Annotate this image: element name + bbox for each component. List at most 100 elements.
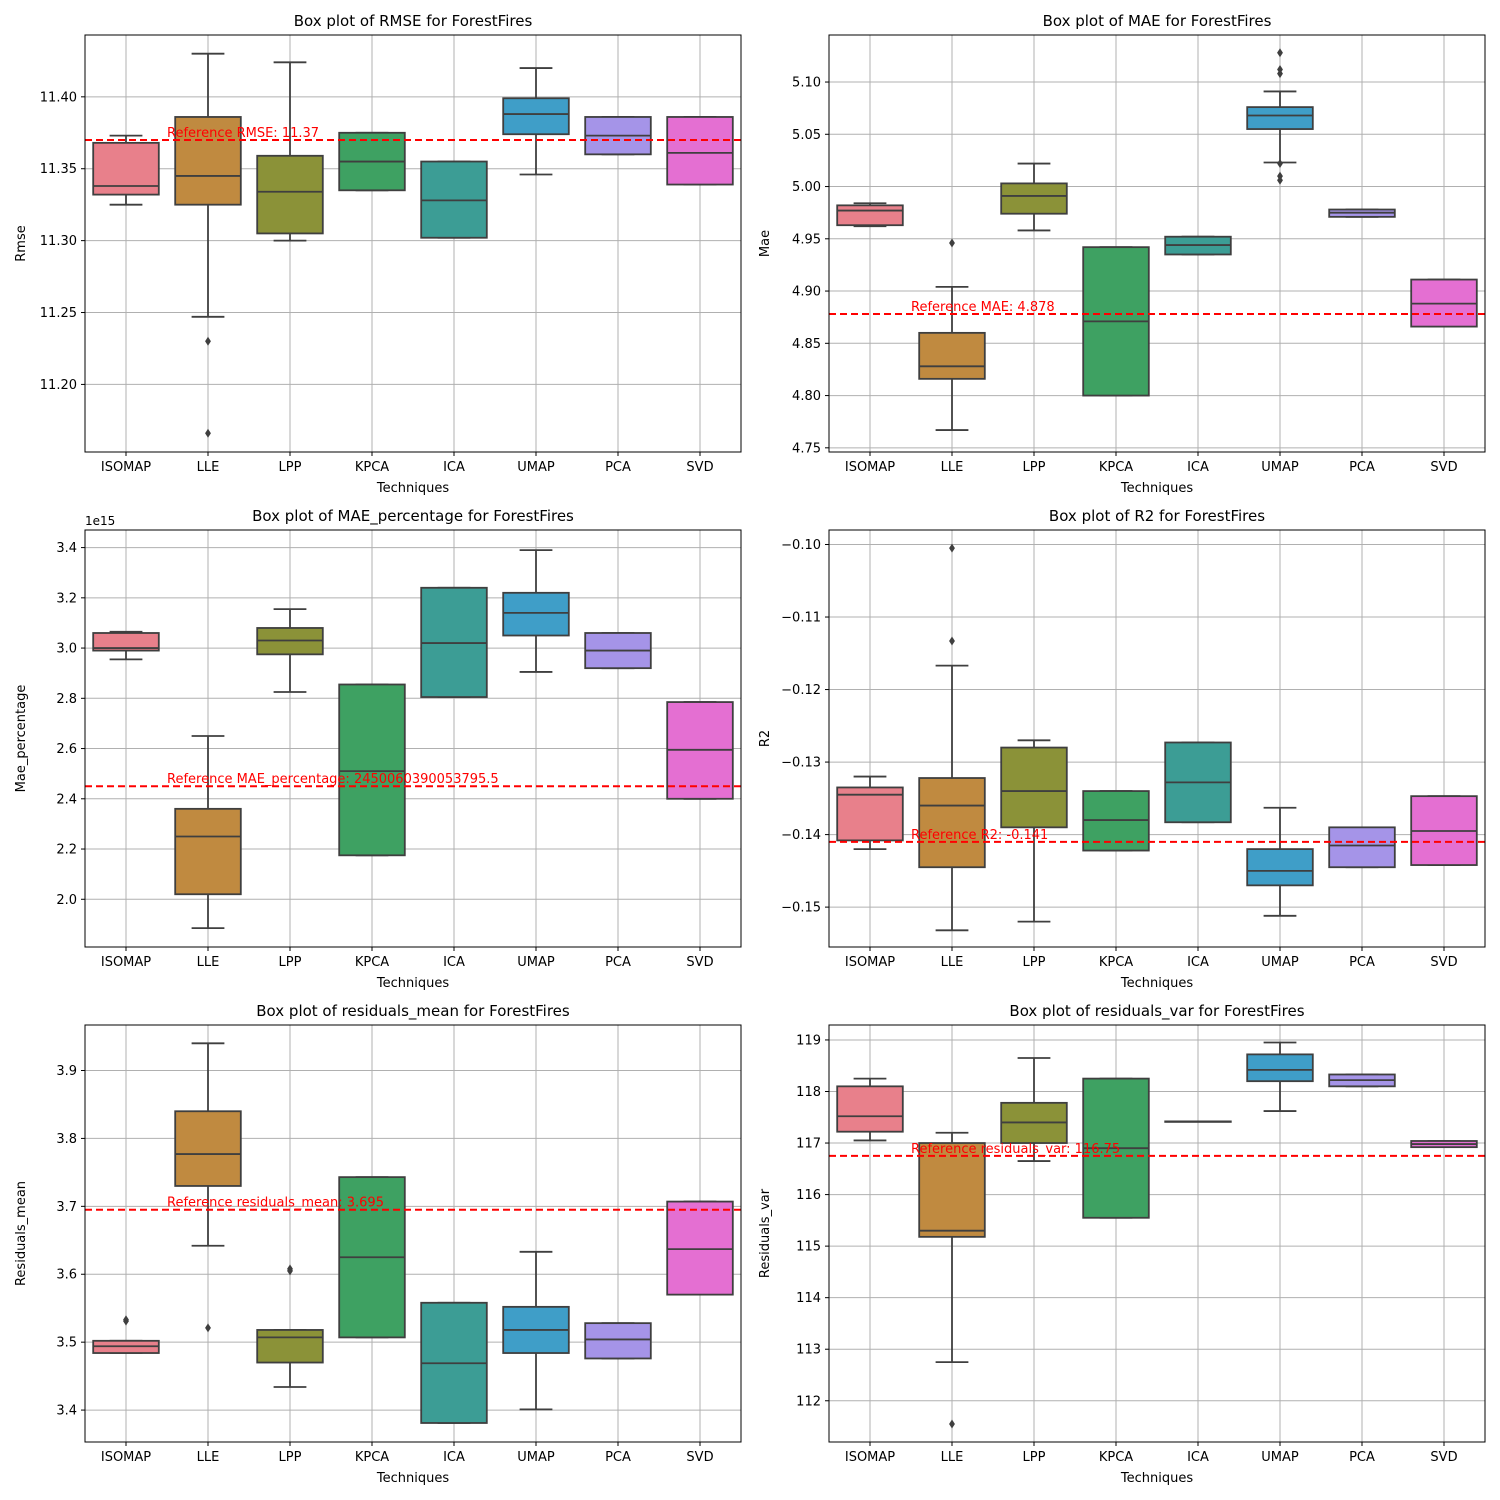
axes-frame: [84, 1024, 742, 1443]
y-axis-label: R2: [758, 730, 773, 747]
y-tick-label: 114: [796, 1291, 821, 1306]
x-tick-label: UMAP: [1261, 1450, 1299, 1465]
x-tick-label: UMAP: [1261, 460, 1299, 475]
box-body: [502, 97, 570, 136]
y-axis-label: Residuals_mean: [14, 1181, 29, 1286]
x-tick-label: LPP: [1023, 1450, 1046, 1465]
box-pca: [1328, 826, 1396, 869]
axes-frame: [828, 1024, 1486, 1443]
x-tick-label: PCA: [605, 1450, 631, 1465]
box-lpp: [1000, 162, 1068, 232]
axes-frame: [828, 34, 1486, 453]
y-tick-label: −0.14: [781, 828, 821, 843]
grid: [85, 1025, 741, 1442]
box-ica: [1164, 1120, 1232, 1123]
reference-label: Reference RMSE: 11.37: [167, 126, 319, 141]
y-tick-label: −0.15: [781, 901, 821, 916]
box-body: [918, 331, 986, 380]
y-tick-label: 2.2: [56, 843, 77, 858]
box-body: [1246, 106, 1314, 130]
box-ica: [420, 160, 488, 239]
y-tick-label: 2.6: [56, 742, 77, 757]
x-tick-label: LPP: [279, 955, 302, 970]
x-tick-label: UMAP: [1261, 955, 1299, 970]
box-umap: [502, 1250, 570, 1411]
box-body: [338, 683, 406, 857]
axis-offset-label: 1e15: [85, 514, 115, 528]
y-tick-label: 11.40: [40, 90, 77, 105]
box-pca: [1328, 1073, 1396, 1088]
x-tick-label: LLE: [197, 460, 220, 475]
y-tick-label: 5.00: [792, 180, 821, 195]
box-body: [256, 1329, 324, 1364]
x-tick-label: KPCA: [1099, 955, 1133, 970]
chart-title: Box plot of residuals_var for ForestFire…: [1009, 1002, 1304, 1021]
y-tick-label: 3.0: [56, 642, 77, 657]
x-axis-label: Techniques: [1120, 481, 1193, 496]
boxes: [92, 549, 734, 930]
y-tick-label: 11.35: [40, 162, 77, 177]
y-tick-label: 118: [796, 1085, 821, 1100]
outlier-point: [949, 543, 955, 553]
y-tick-label: 119: [796, 1033, 821, 1048]
reference-label: Reference MAE_percentage: 24500603900537…: [167, 772, 499, 787]
box-body: [666, 1200, 734, 1296]
y-tick-label: 3.8: [56, 1132, 77, 1147]
y-tick-label: 113: [796, 1343, 821, 1358]
box-body: [1328, 826, 1396, 869]
box-ica: [420, 586, 488, 698]
x-tick-label: ICA: [443, 1450, 465, 1465]
x-tick-label: LPP: [1023, 460, 1046, 475]
chart-title: Box plot of R2 for ForestFires: [1049, 507, 1265, 525]
x-tick-label: ICA: [1187, 1450, 1209, 1465]
x-tick-label: ISOMAP: [101, 1450, 151, 1465]
box-pca: [584, 116, 652, 156]
x-tick-label: KPCA: [1099, 460, 1133, 475]
grid: [829, 530, 1485, 947]
reference-label: Reference MAE: 4.878: [911, 300, 1055, 315]
box-svd: [666, 116, 734, 186]
box-umap: [1246, 1041, 1314, 1112]
boxes: [836, 543, 1478, 932]
chart-panel-4: Reference R2: -0.141 −0.15 −0.14 −0.13 −0.12…: [758, 507, 1486, 991]
x-tick-label: KPCA: [1099, 1450, 1133, 1465]
box-body: [584, 1322, 652, 1360]
x-tick-label: KPCA: [355, 955, 389, 970]
outlier-point: [949, 238, 955, 248]
boxes: [836, 48, 1478, 431]
outlier-point: [287, 1266, 293, 1276]
y-tick-label: 4.85: [792, 337, 821, 352]
x-tick-label: ISOMAP: [845, 955, 895, 970]
x-tick-label: KPCA: [355, 460, 389, 475]
box-lpp: [1000, 1057, 1068, 1162]
y-tick-label: 2.0: [56, 893, 77, 908]
box-kpca: [338, 1176, 406, 1339]
outlier-point: [949, 1419, 955, 1429]
box-lle: [174, 1042, 242, 1333]
box-body: [666, 116, 734, 186]
outlier-point: [1277, 175, 1283, 185]
box-svd: [1410, 278, 1478, 328]
x-tick-label: LPP: [279, 1450, 302, 1465]
box-body: [256, 154, 324, 235]
box-body: [174, 807, 242, 896]
y-tick-label: −0.10: [781, 538, 821, 553]
box-kpca: [1082, 1077, 1150, 1219]
box-body: [92, 632, 160, 652]
x-tick-label: ISOMAP: [101, 460, 151, 475]
x-tick-label: KPCA: [355, 1450, 389, 1465]
x-axis-label: Techniques: [1120, 1471, 1193, 1486]
y-tick-label: 3.2: [56, 591, 77, 606]
box-ica: [420, 1301, 488, 1424]
x-axis-label: Techniques: [1120, 976, 1193, 991]
x-tick-label: ISOMAP: [845, 460, 895, 475]
box-svd: [1410, 1140, 1478, 1149]
x-tick-label: ICA: [443, 460, 465, 475]
x-tick-label: PCA: [605, 955, 631, 970]
y-tick-label: 3.6: [56, 1268, 77, 1283]
box-body: [1246, 848, 1314, 887]
x-axis-label: Techniques: [376, 1471, 449, 1486]
grid: [85, 35, 741, 452]
x-tick-label: ISOMAP: [845, 1450, 895, 1465]
